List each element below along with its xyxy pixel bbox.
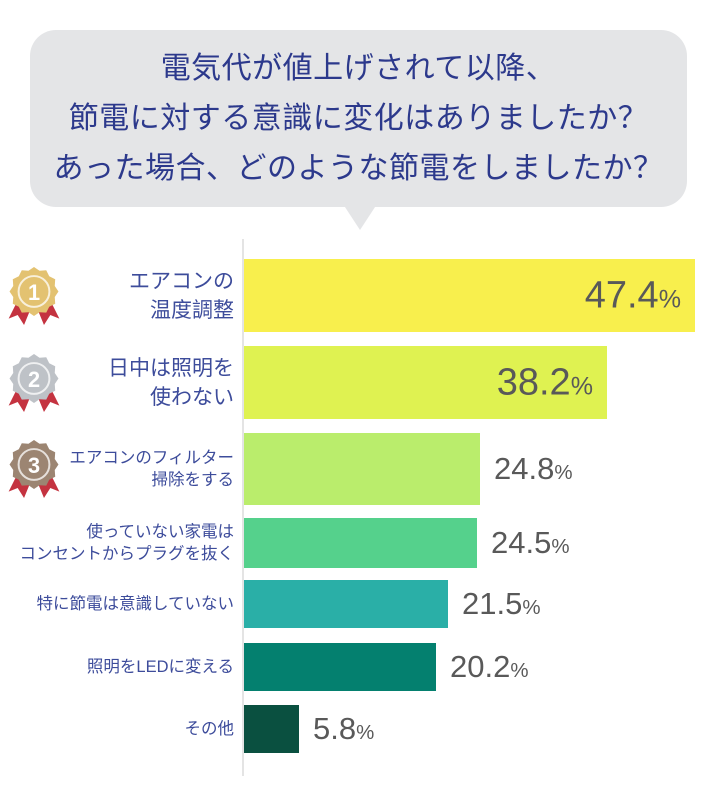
question-line-1: 電気代が値上げされて以降、: [160, 51, 557, 85]
svg-text:2: 2: [28, 366, 40, 391]
chart-row: 照明をLEDに変える 20.2%: [0, 643, 717, 691]
chart-row: 1 エアコンの 温度調整 47.4%: [0, 259, 717, 332]
percent-sign: %: [658, 285, 681, 313]
svg-text:3: 3: [28, 453, 40, 478]
bar: [244, 643, 436, 691]
rank-2-medal-icon: 2: [5, 351, 63, 415]
value-label: 5.8%: [313, 711, 374, 747]
chart-row: 3 エアコンのフィルター 掃除をする 24.8%: [0, 433, 717, 505]
chart-axis-line: [242, 239, 244, 776]
value-number: 24.8: [494, 451, 555, 486]
value-number: 47.4: [584, 274, 659, 316]
rank-1-medal-icon: 1: [5, 264, 63, 328]
percent-sign: %: [554, 461, 573, 484]
bar: [244, 580, 448, 628]
percent-sign: %: [570, 372, 593, 400]
value-number: 21.5: [462, 586, 523, 621]
bar: [244, 346, 607, 419]
rank-3-medal-icon: 3: [5, 437, 63, 501]
category-label: その他: [184, 720, 235, 738]
category-label: エアコンのフィルター 掃除をする: [69, 449, 234, 489]
svg-text:1: 1: [28, 279, 40, 304]
value-number: 20.2: [450, 649, 511, 684]
chart-row: その他 5.8%: [0, 705, 717, 753]
bar: [244, 259, 695, 332]
category-label: 日中は照明を 使わない: [108, 356, 234, 409]
bar: [244, 518, 477, 568]
percent-sign: %: [510, 659, 529, 682]
value-number: 5.8: [313, 711, 357, 746]
percent-sign: %: [522, 596, 541, 619]
category-label: 使っていない家電は コンセントからプラグを抜く: [19, 523, 235, 563]
category-label: 特に節電は意識していない: [36, 595, 234, 613]
chart-row: 特に節電は意識していない 21.5%: [0, 580, 717, 628]
bar: [244, 433, 480, 505]
value-label: 21.5%: [462, 586, 541, 622]
value-number: 24.5: [491, 525, 552, 560]
value-label: 47.4%: [501, 274, 681, 317]
category-label: エアコンの 温度調整: [129, 269, 234, 322]
question-line-2: 節電に対する意識に変化はありましたか？: [68, 101, 649, 135]
chart-row: 2 日中は照明を 使わない 38.2%: [0, 346, 717, 419]
chart-row: 使っていない家電は コンセントからプラグを抜く 24.5%: [0, 518, 717, 568]
value-number: 38.2: [496, 361, 571, 403]
percent-sign: %: [551, 535, 570, 558]
percent-sign: %: [356, 721, 375, 744]
bubble-tail: [343, 204, 377, 230]
bar: [244, 705, 299, 753]
value-label: 24.5%: [491, 525, 570, 561]
value-label: 24.8%: [494, 451, 573, 487]
question-bubble: 電気代が値上げされて以降、 節電に対する意識に変化はありましたか？ あった場合、…: [30, 30, 687, 207]
value-label: 20.2%: [450, 649, 529, 685]
value-label: 38.2%: [413, 361, 593, 404]
question-line-3: あった場合、どのような節電をしましたか？: [53, 151, 664, 185]
category-label: 照明をLEDに変える: [86, 658, 234, 676]
